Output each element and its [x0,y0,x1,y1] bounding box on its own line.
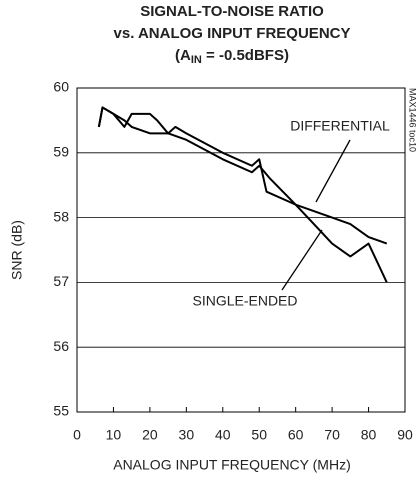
x-axis-label: ANALOG INPUT FREQUENCY (MHz) [113,457,351,473]
x-tick-label: 10 [106,427,122,443]
x-tick-label: 50 [251,427,267,443]
annotation: DIFFERENTIAL [290,118,390,134]
annotation: SINGLE-ENDED [192,293,297,309]
y-tick-label: 58 [53,208,69,224]
subtitle-part: (A [175,47,191,64]
annotation-pointer [281,229,323,291]
x-tick-label: 20 [142,427,158,443]
x-tick-label: 90 [397,427,413,443]
y-axis-label: SNR (dB) [9,220,25,280]
y-tick-label: 60 [53,79,69,95]
plot-frame [76,87,406,413]
x-tick-label: 60 [288,427,304,443]
chart-subtitle: (AIN = -0.5dBFS) [175,47,289,66]
chart-title: SIGNAL-TO-NOISE RATIO [140,3,324,20]
x-tick-label: 80 [361,427,377,443]
x-tick-label: 0 [73,427,81,443]
series-line [97,106,388,245]
subtitle-subscript: IN [191,54,202,66]
x-tick-label: 70 [324,427,340,443]
y-tick-label: 59 [53,144,69,160]
y-tick-label: 55 [53,403,69,419]
x-tick-label: 30 [179,427,195,443]
x-tick-label: 40 [215,427,231,443]
chart-title: vs. ANALOG INPUT FREQUENCY [114,25,351,42]
y-tick-label: 57 [53,273,69,289]
series-line [97,106,388,283]
side-note: MAX1446 toc10 [408,88,418,152]
subtitle-part: = -0.5dBFS) [202,47,289,64]
y-tick-label: 56 [53,338,69,354]
annotation-pointer [315,139,351,203]
